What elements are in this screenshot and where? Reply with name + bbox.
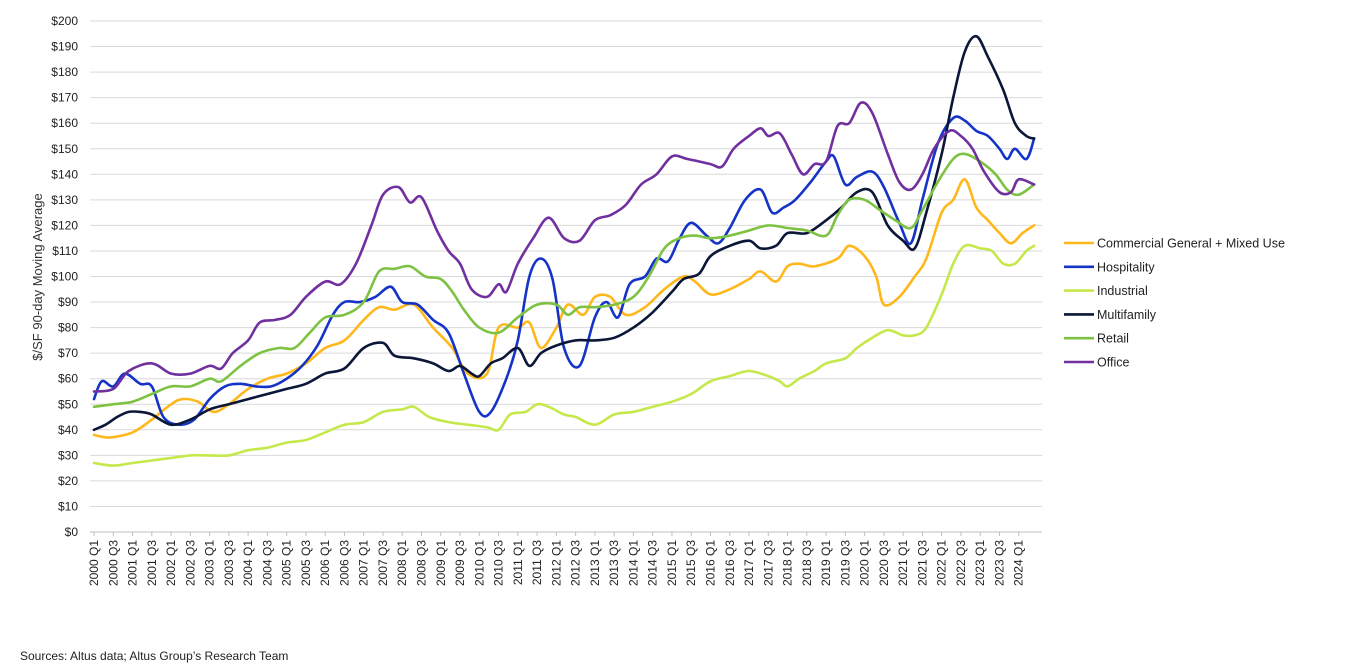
x-tick-label: 2022 Q1 xyxy=(935,540,949,586)
x-tick-label: 2006 Q3 xyxy=(337,540,351,586)
x-tick-label: 2024 Q1 xyxy=(1012,540,1026,586)
legend: Commercial General + Mixed Use Hospitalit… xyxy=(1064,237,1285,370)
legend-label-industrial: Industrial xyxy=(1097,284,1148,298)
x-tick-label: 2003 Q3 xyxy=(222,540,236,586)
y-tick-label: $170 xyxy=(51,91,78,105)
x-tick-label: 2020 Q3 xyxy=(877,540,891,586)
x-axis: 2000 Q1 2000 Q3 2001 Q1 2001 Q3 2002 Q1 2002 … xyxy=(87,532,1026,586)
series-line-retail xyxy=(92,152,1036,409)
x-tick-label: 2012 Q3 xyxy=(569,540,583,586)
series-line-commercial-general-mixed-use xyxy=(92,178,1036,439)
y-axis-ticks: $0 $10 $20 $30 $40 $50 $60 $70 $80 $90 $100 $110 $12… xyxy=(51,14,78,539)
series-lines xyxy=(92,34,1036,467)
x-tick-label: 2002 Q1 xyxy=(164,540,178,586)
x-tick-label: 2022 Q3 xyxy=(954,540,968,586)
x-tick-label: 2019 Q3 xyxy=(838,540,852,586)
x-tick-label: 2018 Q3 xyxy=(800,540,814,586)
series-line-industrial xyxy=(92,243,1036,467)
x-tick-label: 2018 Q1 xyxy=(781,540,795,586)
x-tick-label: 2008 Q3 xyxy=(415,540,429,586)
legend-label-commercial-general-mixed-use: Commercial General + Mixed Use xyxy=(1097,237,1285,251)
x-tick-label: 2013 Q3 xyxy=(607,540,621,586)
x-tick-label: 2016 Q1 xyxy=(703,540,717,586)
x-tick-label: 2005 Q3 xyxy=(299,540,313,586)
y-tick-label: $180 xyxy=(51,65,78,79)
x-tick-label: 2023 Q3 xyxy=(992,540,1006,586)
y-tick-label: $190 xyxy=(51,40,78,54)
x-tick-label: 2011 Q3 xyxy=(530,540,544,585)
y-tick-label: $50 xyxy=(58,397,78,411)
x-tick-label: 2019 Q1 xyxy=(819,540,833,586)
x-tick-label: 2007 Q1 xyxy=(357,540,371,586)
x-tick-label: 2023 Q1 xyxy=(973,540,987,586)
x-tick-label: 2013 Q1 xyxy=(588,540,602,586)
legend-label-hospitality: Hospitality xyxy=(1097,260,1155,274)
x-tick-label: 2004 Q1 xyxy=(241,540,255,586)
y-tick-label: $80 xyxy=(58,321,78,335)
y-tick-label: $200 xyxy=(51,14,78,28)
y-tick-label: $140 xyxy=(51,167,78,181)
legend-label-multifamily: Multifamily xyxy=(1097,308,1157,322)
y-tick-label: $160 xyxy=(51,116,78,130)
x-tick-label: 2009 Q1 xyxy=(434,540,448,586)
y-tick-label: $130 xyxy=(51,193,78,207)
x-tick-label: 2009 Q3 xyxy=(453,540,467,586)
x-tick-label: 2003 Q1 xyxy=(203,540,217,586)
y-tick-label: $120 xyxy=(51,218,78,232)
x-tick-label: 2020 Q1 xyxy=(858,540,872,586)
x-tick-label: 2017 Q3 xyxy=(761,540,775,586)
x-tick-label: 2002 Q3 xyxy=(183,540,197,586)
x-tick-label: 2021 Q3 xyxy=(915,540,929,586)
x-tick-label: 2011 Q1 xyxy=(511,540,525,585)
y-tick-label: $10 xyxy=(58,499,78,513)
y-tick-label: $0 xyxy=(65,525,79,539)
y-tick-label: $30 xyxy=(58,448,78,462)
y-tick-label: $60 xyxy=(58,372,78,386)
x-tick-label: 2000 Q1 xyxy=(87,540,101,586)
x-tick-label: 2005 Q1 xyxy=(280,540,294,586)
legend-label-office: Office xyxy=(1097,356,1129,370)
y-tick-label: $100 xyxy=(51,270,78,284)
x-tick-label: 2007 Q3 xyxy=(376,540,390,586)
y-tick-label: $90 xyxy=(58,295,78,309)
x-tick-label: 2010 Q1 xyxy=(472,540,486,586)
x-tick-label: 2016 Q3 xyxy=(723,540,737,586)
x-tick-label: 2010 Q3 xyxy=(492,540,506,586)
y-gridlines xyxy=(90,20,1042,533)
x-tick-label: 2004 Q3 xyxy=(260,540,274,586)
x-tick-label: 2015 Q1 xyxy=(665,540,679,586)
x-tick-label: 2000 Q3 xyxy=(106,540,120,586)
y-tick-label: $70 xyxy=(58,346,78,360)
x-tick-label: 2021 Q1 xyxy=(896,540,910,586)
source-note: Sources: Altus data; Altus Group’s Resea… xyxy=(20,649,289,663)
x-tick-label: 2001 Q3 xyxy=(145,540,159,586)
series-line-office xyxy=(92,101,1036,393)
y-tick-label: $110 xyxy=(52,244,78,258)
x-tick-label: 2015 Q3 xyxy=(684,540,698,586)
y-tick-label: $40 xyxy=(58,423,78,437)
y-tick-label: $20 xyxy=(58,474,78,488)
x-tick-label: 2017 Q1 xyxy=(742,540,756,586)
y-tick-label: $150 xyxy=(51,142,78,156)
x-tick-label: 2008 Q1 xyxy=(395,540,409,586)
y-axis-label: $/SF 90-day Moving Average xyxy=(30,193,45,360)
x-tick-label: 2006 Q1 xyxy=(318,540,332,586)
x-tick-label: 2014 Q3 xyxy=(646,540,660,586)
series-line-multifamily xyxy=(92,34,1036,432)
x-tick-label: 2012 Q1 xyxy=(549,540,563,586)
x-tick-label: 2014 Q1 xyxy=(626,540,640,586)
x-tick-label: 2001 Q1 xyxy=(126,540,140,586)
legend-label-retail: Retail xyxy=(1097,332,1129,346)
